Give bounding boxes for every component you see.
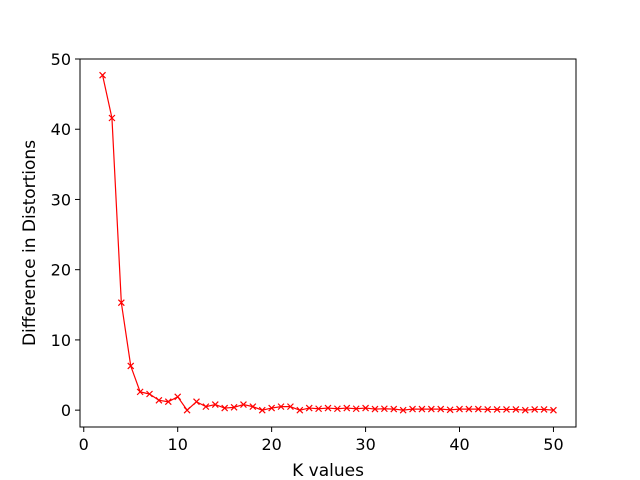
plot-area-background: [80, 59, 576, 427]
y-tick-label: 30: [51, 190, 71, 209]
data-point-marker: [503, 406, 510, 413]
data-point-marker: [108, 114, 116, 122]
x-axis: 0 10 20 30 40 50: [79, 427, 564, 454]
data-point-marker: [550, 406, 557, 414]
y-tick-label: 50: [51, 50, 71, 69]
data-point-marker: [456, 405, 463, 413]
data-point-marker: [164, 398, 172, 406]
data-point-marker: [258, 406, 266, 414]
data-point-marker: [117, 299, 125, 307]
x-tick-label: 40: [449, 435, 469, 454]
data-point-marker: [540, 406, 548, 413]
data-point-marker: [493, 406, 501, 413]
data-point-marker: [183, 406, 191, 414]
data-point-marker: [211, 401, 219, 408]
data-point-marker: [155, 396, 163, 404]
data-point-marker: [427, 405, 435, 413]
data-point-marker: [286, 403, 294, 411]
data-point-marker: [240, 401, 247, 408]
data-point-marker: [409, 405, 416, 413]
data-point-marker: [315, 405, 323, 413]
data-point-marker: [465, 405, 473, 413]
data-point-marker: [230, 403, 238, 411]
x-tick-label: 50: [543, 435, 563, 454]
y-tick-label: 0: [61, 401, 71, 420]
data-point-marker: [512, 406, 520, 413]
data-point-marker: [296, 406, 304, 414]
data-point-marker: [343, 404, 351, 412]
data-point-marker: [193, 398, 200, 406]
data-point-marker: [127, 362, 135, 370]
x-tick-label: 0: [79, 435, 89, 454]
data-point-marker: [221, 404, 229, 412]
data-point-marker: [324, 404, 332, 412]
data-point-marker: [99, 71, 106, 79]
y-tick-label: 40: [51, 120, 71, 139]
data-point-marker: [521, 406, 529, 414]
series-layer: [99, 71, 557, 414]
data-point-marker: [333, 405, 341, 413]
y-axis: 0 10 20 30 40 50: [51, 50, 80, 420]
data-point-marker: [371, 405, 379, 413]
x-axis-label: K values: [292, 461, 364, 480]
data-point-marker: [202, 403, 210, 411]
data-point-marker: [390, 405, 398, 413]
x-tick-label: 30: [355, 435, 375, 454]
data-point-marker: [437, 405, 445, 413]
data-point-marker: [136, 388, 144, 396]
plot-frame: [79, 58, 577, 428]
data-point-marker: [484, 406, 492, 413]
data-point-marker: [305, 404, 313, 412]
data-point-marker: [268, 404, 276, 412]
data-point-marker: [277, 403, 285, 411]
x-tick-label: 10: [168, 435, 188, 454]
data-point-marker: [249, 403, 257, 411]
data-point-marker: [174, 393, 182, 401]
data-point-marker: [362, 404, 370, 412]
y-tick-label: 10: [51, 331, 71, 350]
y-tick-label: 20: [51, 261, 71, 280]
data-point-marker: [531, 406, 539, 413]
data-point-marker: [446, 406, 454, 414]
data-point-marker: [380, 405, 388, 413]
data-point-marker: [418, 405, 426, 413]
data-point-marker: [399, 406, 407, 414]
data-point-marker: [474, 405, 482, 413]
y-axis-label: Difference in Distortions: [20, 140, 40, 346]
x-tick-label: 20: [261, 435, 281, 454]
data-point-marker: [352, 405, 360, 413]
data-point-marker: [146, 390, 153, 398]
